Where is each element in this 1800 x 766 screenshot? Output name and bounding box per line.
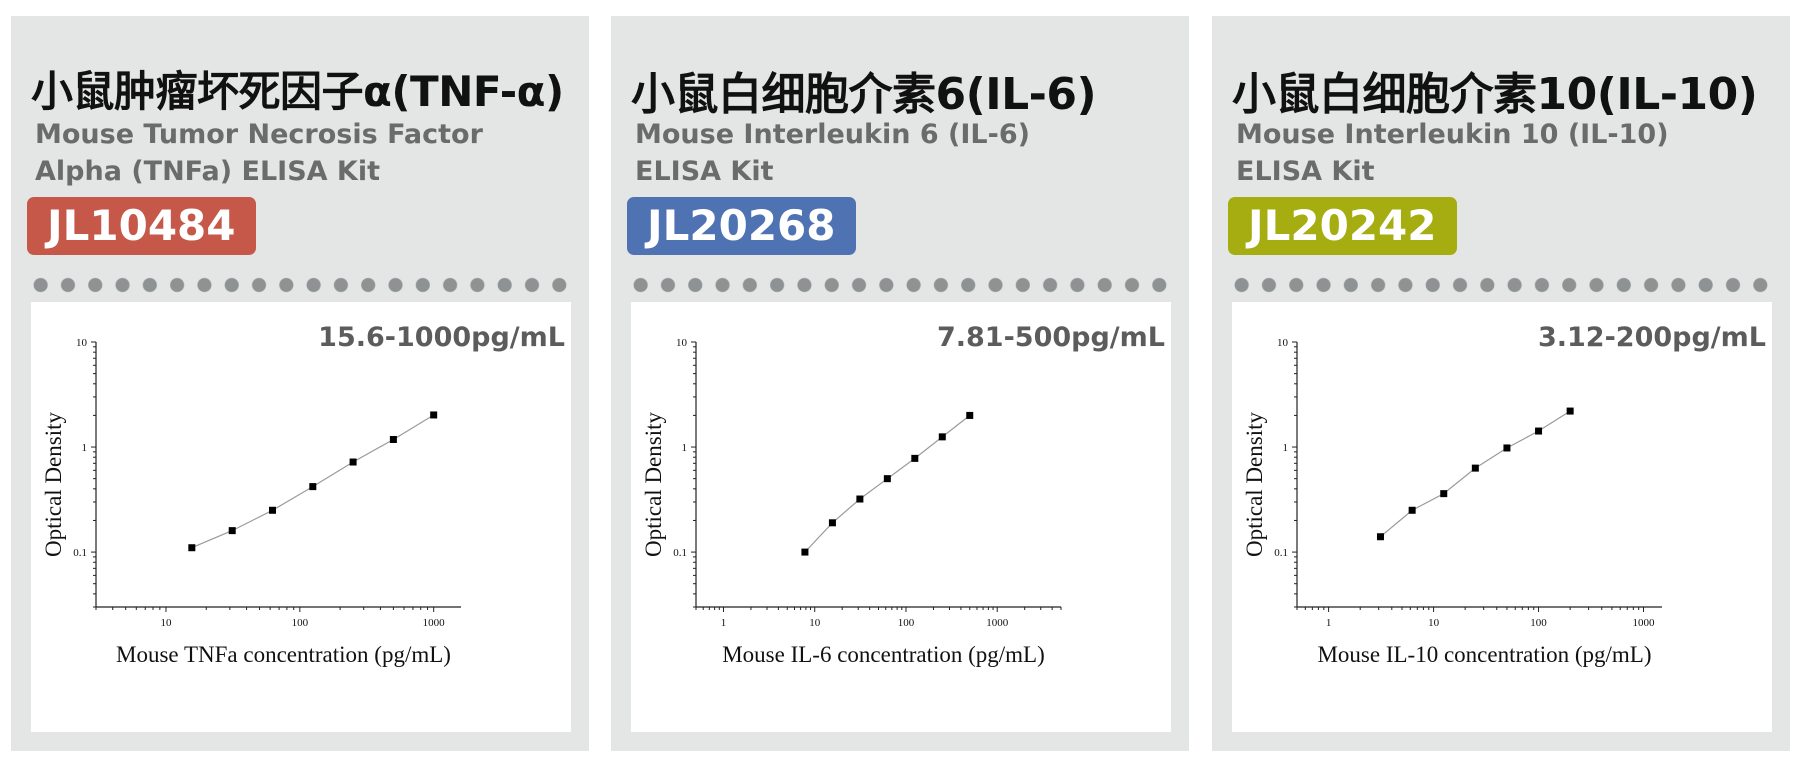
product-panel-il10: 小鼠白细胞介素10(IL-10) Mouse Interleukin 10 (I… (1212, 16, 1790, 751)
panel-title: 小鼠白细胞介素10(IL-10) (1232, 69, 1758, 120)
standard-curve-plot: 10 100 1000 0.1 1 10 Mouse TNFa concentration … (41, 337, 461, 667)
y-axis-title: Optical Density (1242, 412, 1267, 557)
data-point (1503, 444, 1511, 452)
x-tick-label: 1000 (986, 617, 1009, 629)
data-point (389, 435, 397, 443)
data-point (828, 519, 836, 527)
data-point (966, 411, 974, 419)
data-point (856, 495, 864, 503)
standard-curve-chart: 3.12-200pg/mL 1 10 100 1000 0.1 1 10 Mouse IL-1… (1232, 302, 1772, 732)
data-point (938, 433, 946, 441)
panel-subtitle: Mouse Tumor Necrosis Factor Alpha (TNFa)… (35, 116, 483, 190)
y-axis-title: Optical Density (641, 412, 666, 557)
product-panel-tnf: 小鼠肿瘤坏死因子α(TNF-α) Mouse Tumor Necrosis Fa… (11, 16, 589, 751)
detection-range: 7.81-500pg/mL (936, 322, 1165, 353)
x-tick-label: 100 (292, 617, 309, 629)
subtitle-line: Mouse Tumor Necrosis Factor (35, 119, 483, 150)
detection-range: 15.6-1000pg/mL (318, 322, 565, 353)
y-tick-label: 10 (1277, 337, 1289, 349)
fit-curve (191, 414, 435, 549)
panel-title: 小鼠白细胞介素6(IL-6) (631, 69, 1097, 120)
data-point (349, 458, 357, 466)
x-tick-label: 1 (1326, 617, 1332, 629)
subtitle-line: Mouse Interleukin 10 (IL-10) (1236, 119, 1669, 150)
x-tick-label: 10 (809, 617, 821, 629)
standard-curve-chart: 15.6-1000pg/mL 10 100 1000 0.1 1 10 Mouse TNFa… (31, 302, 571, 732)
y-tick-label: 10 (676, 337, 688, 349)
subtitle-line: Alpha (TNFa) ELISA Kit (35, 156, 381, 187)
dotted-divider (27, 276, 573, 294)
x-tick-label: 100 (1530, 617, 1547, 629)
data-point (188, 544, 196, 552)
data-point (1471, 464, 1479, 472)
y-tick-label: 1 (682, 442, 688, 454)
subtitle-line: ELISA Kit (635, 156, 774, 187)
x-axis-title: Mouse TNFa concentration (pg/mL) (116, 642, 451, 667)
panel-title: 小鼠肿瘤坏死因子α(TNF-α) (31, 67, 564, 116)
data-point (1566, 407, 1574, 415)
data-point (430, 411, 438, 419)
standard-curve-plot: 1 10 100 1000 0.1 1 10 Mouse IL-10 concentratio… (1242, 337, 1662, 667)
standard-curve-plot: 1 10 100 1000 0.1 1 10 Mouse IL-6 concentration… (641, 337, 1062, 667)
data-point (1376, 533, 1384, 541)
standard-curve-chart: 7.81-500pg/mL 1 10 100 1000 0.1 1 10 Mouse IL-6… (631, 302, 1171, 732)
data-point (911, 454, 919, 462)
y-tick-label: 0.1 (73, 547, 87, 559)
y-axis-title: Optical Density (41, 412, 66, 557)
data-point (269, 506, 277, 514)
catalog-badge: JL20268 (627, 197, 856, 255)
catalog-badge: JL20242 (1228, 197, 1457, 255)
data-point (1440, 490, 1448, 498)
data-point (309, 483, 317, 491)
x-tick-label: 1000 (1633, 617, 1656, 629)
catalog-badge: JL10484 (27, 197, 256, 255)
dotted-divider (1228, 276, 1774, 294)
data-point (1535, 427, 1543, 435)
dotted-divider (627, 276, 1173, 294)
x-tick-label: 1 (721, 617, 727, 629)
product-panel-il6: 小鼠白细胞介素6(IL-6) Mouse Interleukin 6 (IL-6… (611, 16, 1189, 751)
data-point (228, 527, 236, 535)
data-point (1408, 506, 1416, 514)
x-tick-label: 100 (898, 617, 915, 629)
y-tick-label: 10 (76, 337, 88, 349)
y-tick-label: 0.1 (673, 547, 687, 559)
y-tick-label: 1 (82, 442, 88, 454)
x-axis-title: Mouse IL-10 concentration (pg/mL) (1317, 642, 1651, 667)
panel-subtitle: Mouse Interleukin 10 (IL-10) ELISA Kit (1236, 116, 1669, 190)
panel-subtitle: Mouse Interleukin 6 (IL-6) ELISA Kit (635, 116, 1030, 190)
x-tick-label: 1000 (423, 617, 446, 629)
y-tick-label: 0.1 (1274, 547, 1288, 559)
x-axis-title: Mouse IL-6 concentration (pg/mL) (722, 642, 1045, 667)
x-tick-label: 10 (1428, 617, 1440, 629)
data-point (801, 548, 809, 556)
subtitle-line: ELISA Kit (1236, 156, 1375, 187)
data-point (883, 475, 891, 483)
detection-range: 3.12-200pg/mL (1537, 322, 1766, 353)
subtitle-line: Mouse Interleukin 6 (IL-6) (635, 119, 1030, 150)
x-tick-label: 10 (160, 617, 172, 629)
y-tick-label: 1 (1283, 442, 1289, 454)
